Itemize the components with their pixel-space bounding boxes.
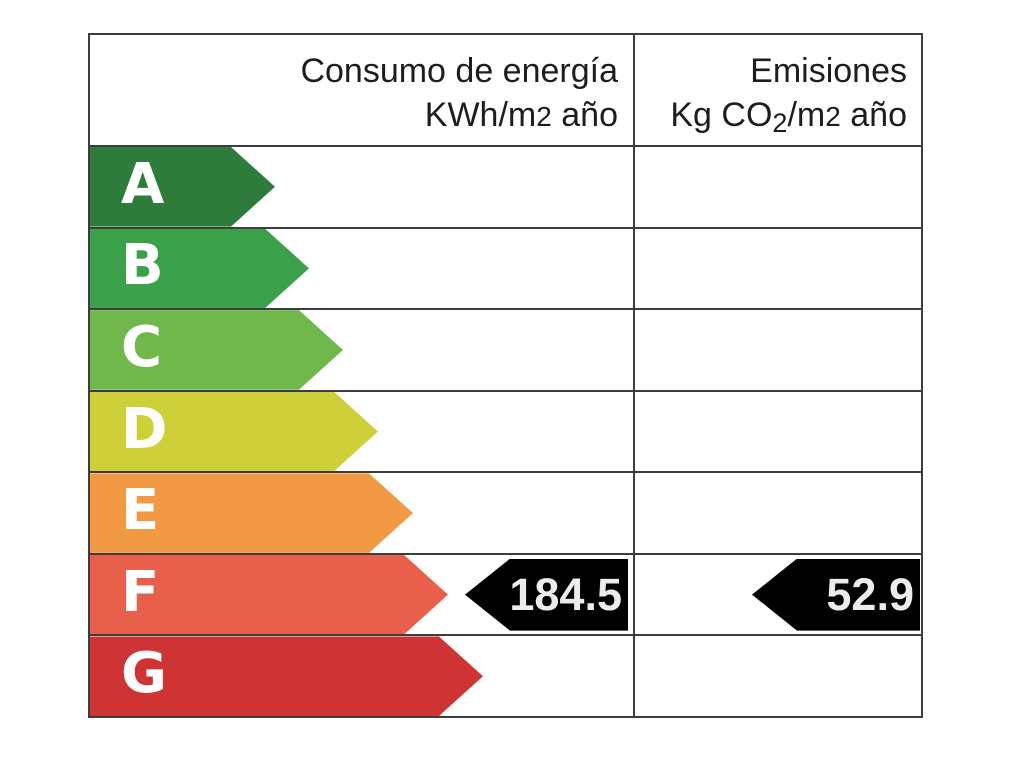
energy-rating-table: Consumo de energía KWh/m2 año Emisiones … — [88, 33, 923, 718]
emissions-unit: Kg CO2/m2 año — [670, 96, 907, 138]
band-letter-g: G — [121, 641, 167, 707]
band-letter-f: F — [121, 559, 160, 625]
band-arrow-g: G — [90, 636, 483, 716]
band-arrow-b: B — [90, 229, 309, 309]
table-header: Consumo de energía KWh/m2 año Emisiones … — [90, 35, 921, 147]
band-row-e: E — [90, 473, 921, 555]
band-letter-b: B — [121, 233, 164, 299]
band-letter-e: E — [121, 478, 160, 544]
emissions-value: 52.9 — [826, 568, 914, 620]
band-row-b: B — [90, 229, 921, 311]
band-arrow-c: C — [90, 310, 343, 390]
band-arrow-a: A — [90, 147, 275, 227]
band-letter-c: C — [121, 314, 163, 380]
band-letter-d: D — [121, 396, 168, 462]
consumption-value-arrow: 184.5 — [465, 558, 628, 631]
band-rows: A B C D E — [90, 147, 921, 716]
consumption-unit: KWh/m2 año — [424, 96, 618, 134]
header-consumption-cell: Consumo de energía KWh/m2 año — [90, 35, 635, 145]
band-row-a: A — [90, 147, 921, 229]
band-arrow-d: D — [90, 392, 378, 472]
emissions-title: Emisiones — [750, 52, 907, 90]
column-divider — [633, 35, 635, 716]
header-emissions-cell: Emisiones Kg CO2/m2 año — [635, 35, 921, 145]
band-arrow-f: F — [90, 555, 448, 635]
band-letter-a: A — [121, 151, 165, 217]
consumption-title: Consumo de energía — [300, 52, 618, 90]
band-row-f: F 184.5 52.9 — [90, 555, 921, 637]
band-arrow-e: E — [90, 473, 413, 553]
band-row-d: D — [90, 392, 921, 474]
band-row-c: C — [90, 310, 921, 392]
consumption-value: 184.5 — [509, 568, 622, 620]
emissions-value-arrow: 52.9 — [752, 558, 920, 631]
band-row-g: G — [90, 636, 921, 716]
